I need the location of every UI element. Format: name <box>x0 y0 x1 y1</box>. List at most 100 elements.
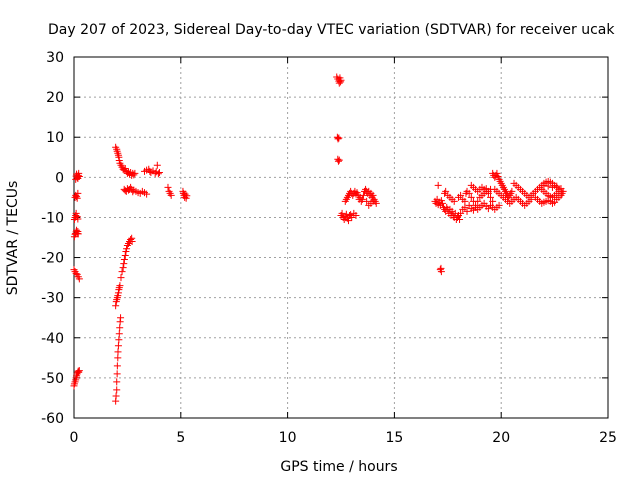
data-point-marker <box>75 367 83 375</box>
y-tick-label: -20 <box>41 251 64 267</box>
data-point-marker <box>183 192 191 200</box>
data-point-marker <box>461 197 469 205</box>
data-point-marker <box>116 282 124 290</box>
data-point-marker <box>114 342 122 350</box>
data-point-marker <box>335 134 343 142</box>
data-point-marker <box>114 354 122 362</box>
data-point-marker <box>352 211 360 219</box>
data-point-marker <box>465 189 473 197</box>
data-point-marker <box>118 268 126 276</box>
x-axis-label: GPS time / hours <box>280 459 397 475</box>
data-point-marker <box>437 264 445 272</box>
data-point-marker <box>155 169 163 177</box>
y-tick-label: 30 <box>46 50 64 66</box>
data-point-marker <box>74 189 82 197</box>
data-point-marker <box>434 181 442 189</box>
data-point-marker <box>143 190 151 198</box>
data-point-marker <box>544 182 552 190</box>
data-point-marker <box>75 368 83 376</box>
y-tick-label: -30 <box>41 291 64 307</box>
data-point-marker <box>489 197 497 205</box>
grid-lines <box>74 57 608 418</box>
data-point-marker <box>344 217 352 225</box>
data-point-marker <box>115 330 123 338</box>
x-tick-label: 15 <box>385 430 403 446</box>
data-point-marker <box>153 161 161 169</box>
data-point-marker <box>131 169 139 177</box>
data-point-marker <box>75 169 83 177</box>
y-tick-label: 0 <box>55 170 64 186</box>
data-point-marker <box>495 201 503 209</box>
data-point-marker <box>73 193 81 201</box>
data-point-marker <box>120 260 128 268</box>
chart-title: Day 207 of 2023, Sidereal Day-to-day VTE… <box>48 22 615 38</box>
data-point-marker <box>450 197 458 205</box>
data-point-marker <box>457 209 465 217</box>
y-tick-label: -60 <box>41 411 64 427</box>
x-tick-label: 0 <box>70 430 79 446</box>
data-point-marker <box>456 215 464 223</box>
data-point-marker <box>120 256 128 264</box>
data-point-marker <box>113 386 121 394</box>
data-point-marker <box>463 207 471 215</box>
data-point-marker <box>181 190 189 198</box>
data-point-marker <box>363 197 371 205</box>
y-tick-label: -40 <box>41 331 64 347</box>
data-point-marker <box>73 226 81 234</box>
data-point-marker <box>442 187 450 195</box>
data-point-marker <box>333 133 341 141</box>
data-point-marker <box>487 193 495 201</box>
data-point-marker <box>369 197 377 205</box>
data-point-marker <box>74 215 82 223</box>
data-point-marker <box>557 185 565 193</box>
data-point-marker <box>540 181 548 189</box>
data-point-marker <box>123 245 131 253</box>
y-tick-label: 20 <box>46 90 64 106</box>
data-point-marker <box>119 264 127 272</box>
data-point-marker <box>128 238 136 246</box>
data-point-marker <box>493 169 501 177</box>
data-point-marker <box>338 209 346 217</box>
data-point-marker <box>72 209 80 217</box>
data-point-marker <box>167 191 175 199</box>
data-point-marker <box>508 187 516 195</box>
data-point-marker <box>74 230 82 238</box>
data-point-marker <box>113 378 121 386</box>
x-tick-label: 5 <box>176 430 185 446</box>
data-point-marker <box>112 302 120 310</box>
data-point-marker <box>369 191 377 199</box>
data-point-marker <box>337 76 345 84</box>
x-tick-label: 20 <box>492 430 510 446</box>
data-point-marker <box>130 171 138 179</box>
data-point-marker <box>553 182 561 190</box>
data-point-marker <box>75 173 83 181</box>
data-point-marker <box>113 370 121 378</box>
data-point-marker <box>113 362 121 370</box>
data-point-marker <box>116 324 124 332</box>
data-point-marker <box>358 195 366 203</box>
data-point-marker <box>154 170 162 178</box>
data-point-marker <box>117 314 125 322</box>
data-point-marker <box>548 183 556 191</box>
data-point-marker <box>347 211 355 219</box>
data-point-marker <box>340 215 348 223</box>
data-points <box>70 73 567 405</box>
data-point-marker <box>73 194 81 202</box>
data-point-marker <box>112 392 120 400</box>
data-point-marker <box>461 203 469 211</box>
data-point-marker <box>164 183 172 191</box>
axis-ticks: 0 5 10 15 20 25 -60 -50 -40 -30 -20 -10 0 10 20 30 <box>41 50 617 446</box>
data-point-marker <box>359 191 367 199</box>
x-tick-label: 10 <box>279 430 297 446</box>
data-point-marker <box>115 336 123 344</box>
data-point-marker <box>121 252 129 260</box>
plot-frame <box>73 56 609 419</box>
data-point-marker <box>438 199 446 207</box>
data-point-marker <box>467 193 475 201</box>
y-axis-label: SDTVAR / TECUs <box>5 181 21 296</box>
data-point-marker <box>335 156 343 164</box>
x-tick-label: 25 <box>599 430 617 446</box>
data-point-marker <box>334 157 342 165</box>
data-point-marker <box>75 275 83 283</box>
